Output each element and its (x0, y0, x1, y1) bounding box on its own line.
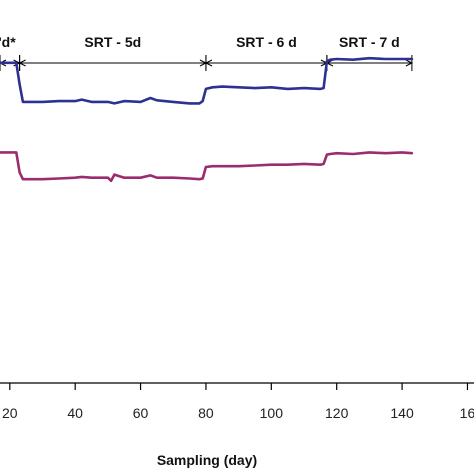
x-tick-label: 60 (133, 405, 149, 421)
x-tick-label: 120 (325, 405, 349, 421)
series-lines (0, 56, 414, 183)
x-tick-label: 80 (198, 405, 214, 421)
series-line-2 (0, 151, 414, 183)
phase-annotations: 'd* SRT - 5d SRT - 6 d SRT - 7 d (0, 34, 414, 71)
phase-label: SRT - 5d (84, 34, 141, 50)
x-tick-label: 100 (260, 405, 284, 421)
phase-label: 'd* (0, 34, 16, 50)
x-tick-label: 140 (390, 405, 414, 421)
x-tick-label: 16 (460, 405, 474, 421)
x-axis-title: Sampling (day) (157, 452, 257, 468)
x-tick-label: 40 (67, 405, 83, 421)
phase-label: SRT - 7 d (339, 34, 400, 50)
x-ticks (9, 383, 469, 390)
phase-label: SRT - 6 d (236, 34, 297, 50)
series-line-1 (0, 56, 414, 105)
x-tick-label: 20 (2, 405, 18, 421)
phase-arrowhead (0, 59, 7, 67)
x-tick-labels: 20 40 60 80 100 120 140 16 (2, 405, 474, 421)
